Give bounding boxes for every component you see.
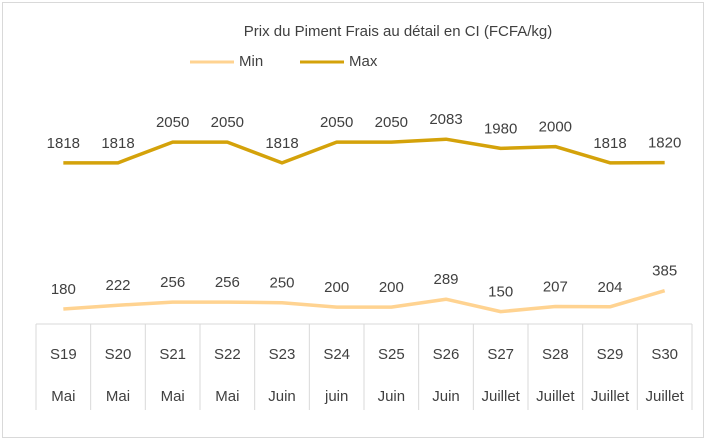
x-group-label: Mai bbox=[51, 388, 75, 405]
data-label: 180 bbox=[51, 281, 76, 298]
x-tick-label: S19 bbox=[50, 346, 77, 363]
x-tick-label: S23 bbox=[269, 346, 296, 363]
legend-label: Min bbox=[239, 53, 263, 70]
data-label: 1980 bbox=[484, 120, 517, 137]
x-tick-label: S24 bbox=[323, 346, 350, 363]
data-label: 200 bbox=[379, 279, 404, 296]
data-label: 1818 bbox=[47, 135, 80, 152]
x-tick-label: S30 bbox=[651, 346, 678, 363]
series-line bbox=[63, 137, 665, 165]
x-group-label: Juillet bbox=[591, 388, 630, 405]
data-label: 222 bbox=[105, 277, 130, 294]
x-group-label: Mai bbox=[215, 388, 239, 405]
x-group-label: juin bbox=[324, 388, 348, 405]
data-label: 1818 bbox=[593, 135, 626, 152]
x-tick-label: S22 bbox=[214, 346, 241, 363]
data-label: 150 bbox=[488, 284, 513, 301]
data-label: 2050 bbox=[320, 114, 353, 131]
data-label: 2050 bbox=[211, 114, 244, 131]
x-group-label: Juin bbox=[432, 388, 460, 405]
x-tick-label: S25 bbox=[378, 346, 405, 363]
data-label: 207 bbox=[543, 279, 568, 296]
data-label: 204 bbox=[597, 279, 622, 296]
data-label: 1820 bbox=[648, 135, 681, 152]
legend-label: Max bbox=[349, 53, 378, 70]
series-line bbox=[63, 288, 666, 314]
x-tick-label: S21 bbox=[159, 346, 186, 363]
data-label: 1818 bbox=[101, 135, 134, 152]
x-tick-label: S26 bbox=[433, 346, 460, 363]
data-label: 2050 bbox=[375, 114, 408, 131]
x-group-label: Mai bbox=[161, 388, 185, 405]
data-label: 2050 bbox=[156, 114, 189, 131]
x-group-label: Juin bbox=[378, 388, 406, 405]
chart-title: Prix du Piment Frais au détail en CI (FC… bbox=[244, 23, 552, 40]
x-group-label: Juin bbox=[268, 388, 296, 405]
x-tick-label: S28 bbox=[542, 346, 569, 363]
chart-border bbox=[2, 2, 704, 438]
x-tick-label: S20 bbox=[105, 346, 132, 363]
data-label: 1818 bbox=[265, 135, 298, 152]
x-group-label: Juillet bbox=[481, 388, 520, 405]
x-group-label: Juillet bbox=[536, 388, 575, 405]
x-group-label: Mai bbox=[106, 388, 130, 405]
data-label: 385 bbox=[652, 263, 677, 280]
data-label: 250 bbox=[269, 275, 294, 292]
x-tick-label: S29 bbox=[597, 346, 624, 363]
data-label: 289 bbox=[433, 271, 458, 288]
data-label: 256 bbox=[160, 274, 185, 291]
data-label: 200 bbox=[324, 279, 349, 296]
x-group-label: Juillet bbox=[645, 388, 684, 405]
data-label: 2000 bbox=[539, 119, 572, 136]
data-label: 256 bbox=[215, 274, 240, 291]
data-label: 2083 bbox=[429, 111, 462, 128]
x-tick-label: S27 bbox=[487, 346, 514, 363]
